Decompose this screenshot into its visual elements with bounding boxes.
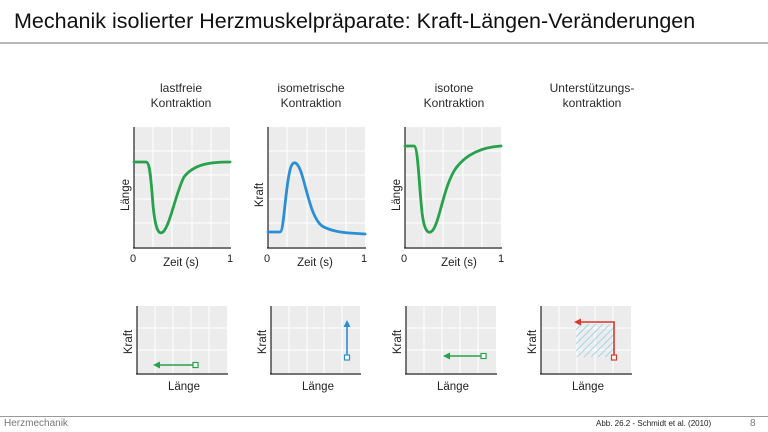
- column-title-line1: lastfreie: [160, 81, 202, 95]
- x-axis-label: Zeit (s): [163, 257, 199, 269]
- length-curve: [403, 144, 503, 234]
- left-arrow: [153, 361, 199, 369]
- column-isometric: isometrische Kontraktion Kraft Zeit (s) …: [254, 81, 367, 393]
- column-title-line2: Kontraktion: [424, 96, 485, 110]
- x-axis-label: Länge: [302, 381, 334, 393]
- column-isotonic: isotone Kontraktion Länge Zeit (s) 0 1: [391, 81, 504, 393]
- x-tick-start: 0: [401, 253, 407, 265]
- y-axis-label: Kraft: [257, 329, 269, 354]
- column-isotonic-free: lastfreie Kontraktion Länge Zeit (s) 0 1: [120, 81, 233, 393]
- column-title-line2: kontraktion: [563, 96, 622, 110]
- up-left-arrow: [574, 318, 618, 361]
- force-curve: [266, 161, 367, 236]
- force-length-plot: Kraft Länge: [123, 306, 228, 393]
- force-length-plot: Kraft Länge: [392, 306, 497, 393]
- x-axis-label: Zeit (s): [297, 257, 333, 269]
- footer-divider: [0, 416, 768, 417]
- x-tick-start: 0: [264, 253, 270, 265]
- length-time-plot: Länge Zeit (s) 0 1: [391, 127, 504, 269]
- x-tick-end: 1: [498, 253, 504, 265]
- force-length-plot: Kraft Länge: [527, 306, 632, 393]
- up-arrow: [343, 320, 351, 361]
- column-title-line1: Unterstützungs-: [550, 81, 635, 95]
- length-time-plot: Länge Zeit (s) 0 1: [120, 127, 233, 269]
- footer-section-label: Herzmechanik: [4, 418, 68, 429]
- column-title-line1: isotone: [435, 81, 474, 95]
- x-axis-label: Länge: [572, 381, 604, 393]
- x-axis-label: Zeit (s): [441, 257, 477, 269]
- x-tick-start: 0: [130, 253, 136, 265]
- column-auxotonic: Unterstützungs- kontraktion Kraft Länge: [527, 81, 634, 393]
- y-axis-label: Länge: [391, 179, 403, 211]
- footer-source-citation: Abb. 26.2 - Schmidt et al. (2010): [596, 419, 712, 428]
- y-axis-label: Länge: [120, 179, 132, 211]
- left-arrow: [443, 352, 487, 360]
- column-title-line2: Kontraktion: [281, 96, 342, 110]
- y-axis-label: Kraft: [392, 329, 404, 354]
- column-title-line2: Kontraktion: [151, 96, 212, 110]
- x-tick-end: 1: [361, 253, 367, 265]
- x-axis-label: Länge: [168, 381, 200, 393]
- title-divider: [0, 42, 768, 44]
- y-axis-label: Kraft: [254, 182, 266, 207]
- force-length-plot: Kraft Länge: [257, 306, 361, 393]
- y-axis-label: Kraft: [527, 329, 539, 354]
- contraction-diagram: lastfreie Kontraktion Länge Zeit (s) 0 1: [120, 81, 634, 393]
- slide-title: Mechanik isolierter Herzmuskelpräparate:…: [14, 9, 696, 33]
- x-axis-label: Länge: [437, 381, 469, 393]
- y-axis-label: Kraft: [123, 329, 135, 354]
- page-number: 8: [750, 418, 756, 429]
- length-curve: [132, 160, 232, 235]
- column-title-line1: isometrische: [277, 81, 345, 95]
- work-area-hatch: [576, 324, 614, 357]
- force-time-plot: Kraft Zeit (s) 0 1: [254, 127, 367, 269]
- x-tick-end: 1: [227, 253, 233, 265]
